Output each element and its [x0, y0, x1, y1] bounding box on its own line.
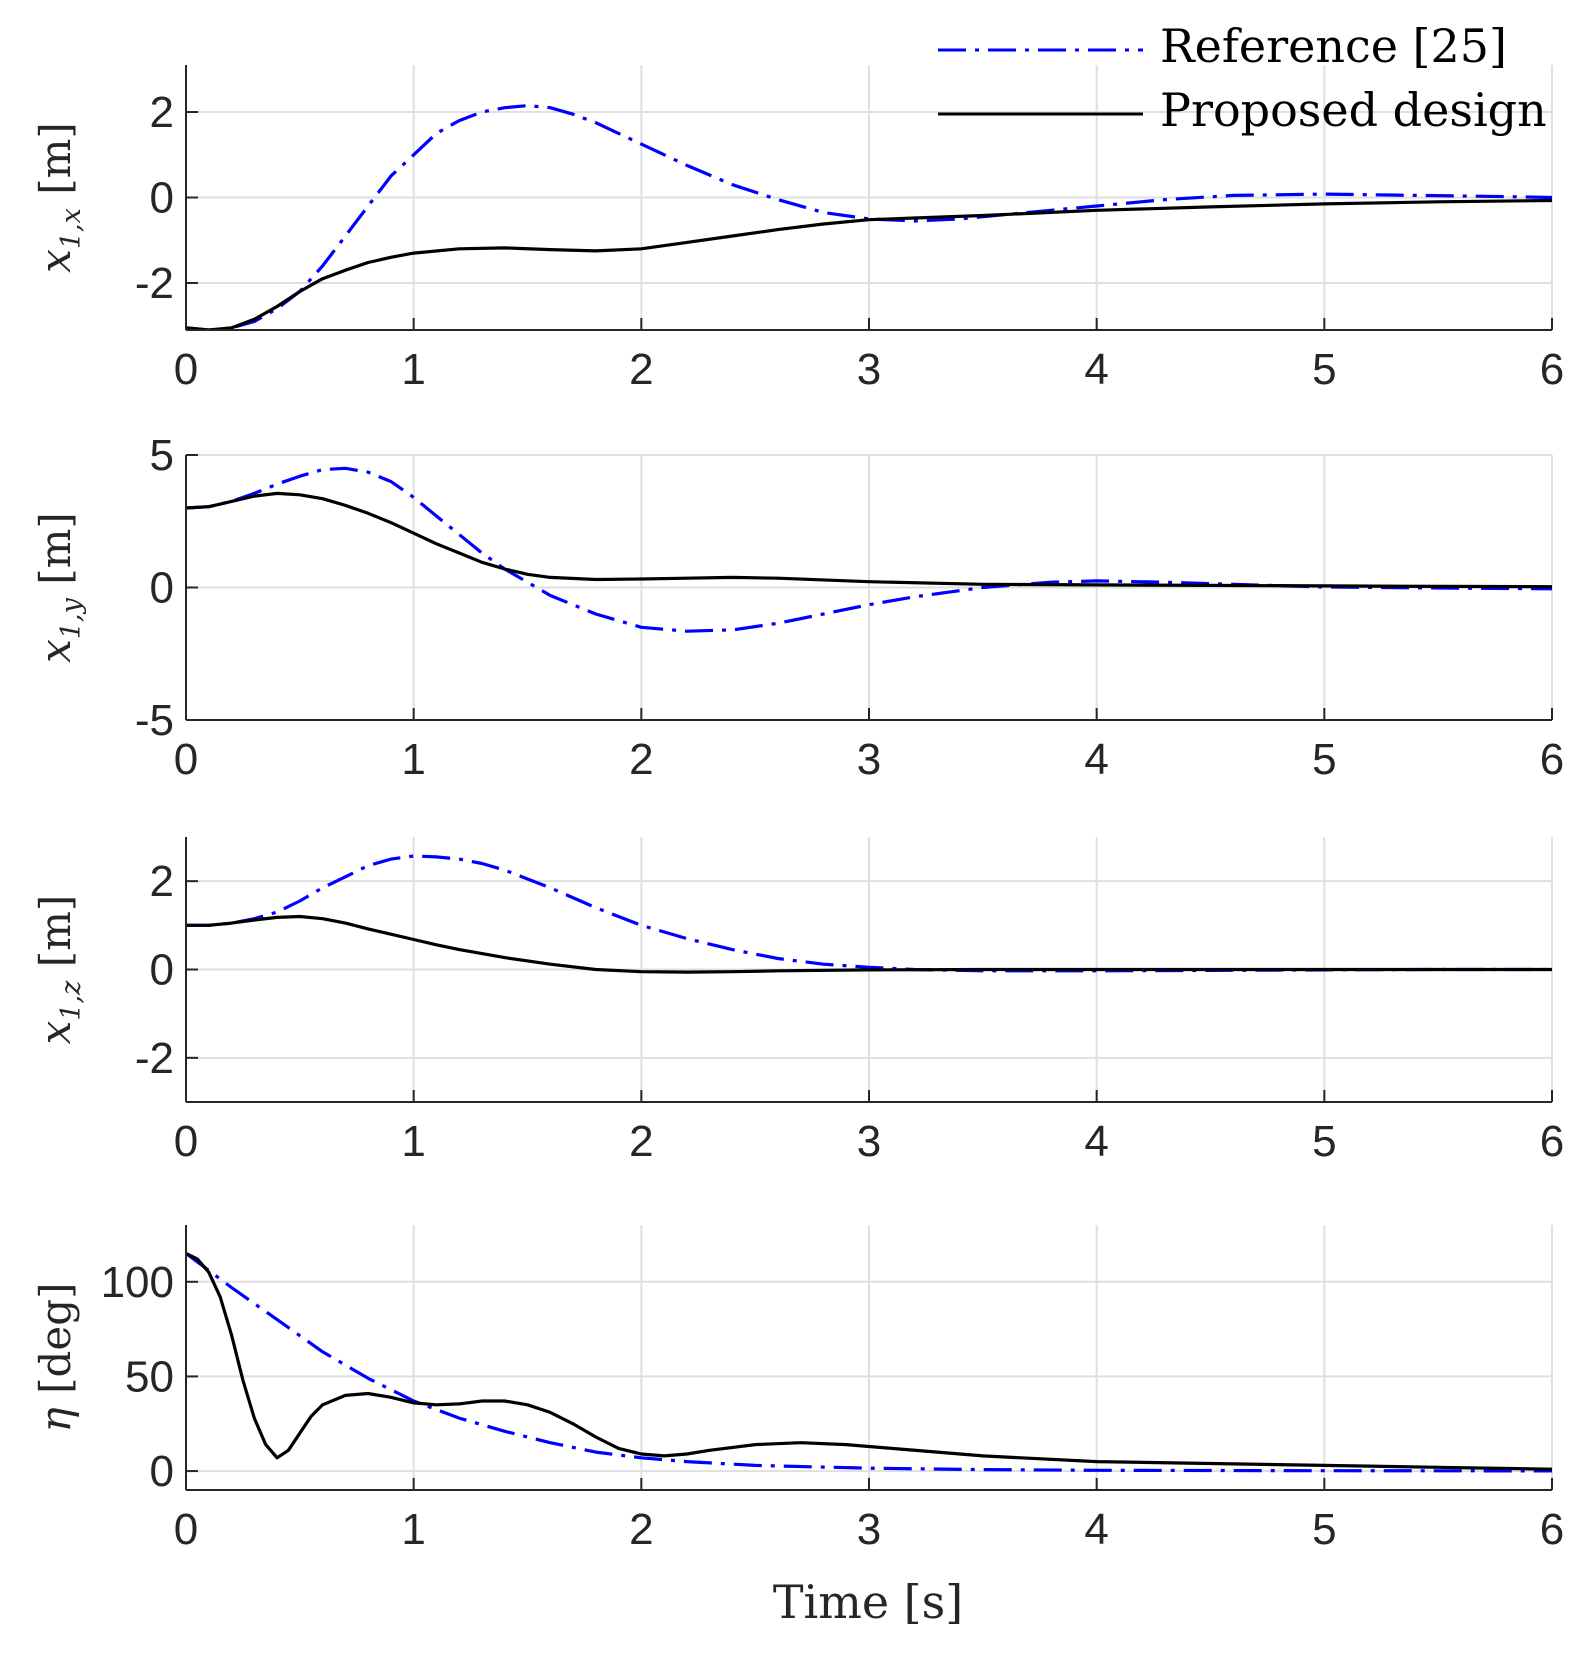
- x-tick-label: 0: [174, 1505, 198, 1554]
- legend-label-proposed: Proposed design: [1160, 83, 1547, 137]
- x-tick-label: 5: [1312, 1505, 1336, 1554]
- x-tick-label: 6: [1540, 1117, 1564, 1166]
- y-label-subscript: 1,y: [56, 597, 87, 639]
- x-tick-label: 1: [401, 735, 425, 784]
- y-tick-label: 50: [125, 1352, 174, 1401]
- x-axis-label: Time [s]: [773, 1575, 963, 1629]
- legend: Reference [25] Proposed design: [938, 19, 1547, 137]
- x-tick-label: 4: [1084, 1117, 1108, 1166]
- y-tick-label: 2: [150, 857, 174, 906]
- y-tick-label: -2: [135, 1034, 174, 1083]
- x-tick-label: 2: [629, 1505, 653, 1554]
- y-label-symbol: x: [31, 639, 80, 663]
- y-tick-label: 100: [101, 1258, 174, 1307]
- x-tick-label: 0: [174, 1117, 198, 1166]
- x-tick-label: 3: [857, 735, 881, 784]
- x-tick-label: 2: [629, 735, 653, 784]
- y-tick-label: 0: [150, 946, 174, 995]
- x-tick-label: 0: [174, 345, 198, 394]
- y-axis-label: η [deg]: [31, 1283, 80, 1433]
- grid: [185, 65, 1553, 330]
- x-tick-label: 3: [857, 1117, 881, 1166]
- x-tick-label: 0: [174, 735, 198, 784]
- x-tick-label: 1: [401, 345, 425, 394]
- y-tick-label: -5: [135, 696, 174, 745]
- series-line-proposed: [186, 198, 1552, 330]
- y-label-unit: [m]: [31, 512, 80, 598]
- x-tick-label: 4: [1084, 1505, 1108, 1554]
- y-tick-label: 0: [150, 564, 174, 613]
- x-tick-label: 3: [857, 345, 881, 394]
- y-label-unit: [m]: [31, 122, 80, 208]
- legend-label-reference: Reference [25]: [1160, 19, 1507, 73]
- x-tick-label: 5: [1312, 1117, 1336, 1166]
- series-line-reference: [186, 466, 1552, 633]
- y-tick-label: 0: [150, 1447, 174, 1496]
- x-tick-label: 1: [401, 1505, 425, 1554]
- series-line-proposed: [186, 914, 1552, 974]
- y-label-symbol: η: [31, 1407, 80, 1432]
- y-label-symbol: x: [31, 1020, 80, 1044]
- x-tick-label: 6: [1540, 345, 1564, 394]
- x-tick-label: 4: [1084, 345, 1108, 394]
- y-label-subscript: 1,x: [56, 208, 87, 249]
- x-tick-label: 6: [1540, 1505, 1564, 1554]
- y-label-subscript: 1,z: [56, 980, 87, 1021]
- x-tick-label: 5: [1312, 735, 1336, 784]
- x-tick-label: 2: [629, 1117, 653, 1166]
- series-line-reference: [186, 1252, 1552, 1473]
- y-label-symbol: x: [31, 249, 80, 273]
- y-tick-label: 2: [150, 88, 174, 137]
- y-axis-label: x1,x [m]: [31, 122, 87, 273]
- x-tick-label: 6: [1540, 735, 1564, 784]
- x-tick-label: 2: [629, 345, 653, 394]
- series-line-proposed: [186, 491, 1552, 589]
- y-tick-label: -2: [135, 259, 174, 308]
- subplot-4: 0 1 2 3 4 5 6 0 50 100 η [deg]: [31, 1225, 1564, 1554]
- series-line-proposed: [186, 1251, 1552, 1471]
- y-label-unit: [deg]: [31, 1283, 80, 1408]
- x-tick-label: 5: [1312, 345, 1336, 394]
- x-tick-label: 4: [1084, 735, 1108, 784]
- x-tick-label: 3: [857, 1505, 881, 1554]
- y-axis-label: x1,z [m]: [31, 895, 87, 1045]
- y-axis-label: x1,y [m]: [31, 512, 87, 663]
- series-line-reference: [186, 104, 1552, 330]
- y-tick-label: 0: [150, 174, 174, 223]
- y-tick-label: 5: [150, 431, 174, 480]
- x-tick-label: 1: [401, 1117, 425, 1166]
- y-label-unit: [m]: [31, 895, 80, 981]
